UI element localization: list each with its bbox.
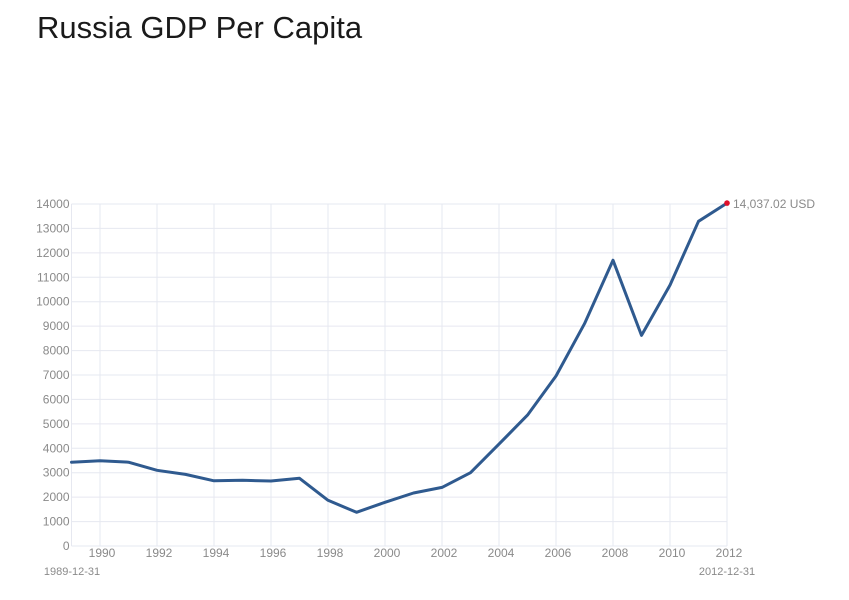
x-tick-label: 2002 — [431, 546, 458, 560]
y-tick-label: 2000 — [43, 490, 70, 504]
y-tick-label: 1000 — [43, 515, 70, 529]
x-axis-ticks: 1990 1992 1994 1996 1998 2000 2002 2004 2006 2008… — [89, 546, 743, 560]
x-tick-label: 2006 — [545, 546, 572, 560]
chart-title: Russia GDP Per Capita — [37, 10, 363, 45]
x-tick-label: 2000 — [374, 546, 401, 560]
y-tick-label: 9000 — [43, 319, 70, 333]
series-line — [70, 201, 729, 514]
y-tick-label: 11000 — [37, 270, 70, 284]
last-value-label: 14,037.02 USD — [733, 197, 815, 211]
y-tick-label: 7000 — [43, 368, 70, 382]
y-tick-label: 12000 — [36, 246, 70, 260]
y-tick-label: 6000 — [43, 392, 70, 406]
range-start-label: 1989-12-31 — [44, 566, 100, 578]
y-tick-label: 3000 — [43, 466, 70, 480]
series-layer — [70, 200, 730, 514]
x-tick-label: 2012 — [716, 546, 743, 560]
y-tick-label: 0 — [63, 539, 70, 553]
x-tick-label: 1990 — [89, 546, 116, 560]
x-tick-label: 2008 — [602, 546, 629, 560]
grid-lines — [71, 203, 728, 547]
y-tick-label: 5000 — [43, 417, 70, 431]
y-tick-label: 4000 — [43, 441, 70, 455]
x-tick-label: 1992 — [146, 546, 173, 560]
y-axis-ticks: 0 1000 2000 3000 4000 5000 6000 7000 8000 9000 100… — [36, 197, 70, 553]
y-tick-label: 8000 — [43, 344, 70, 358]
x-tick-label: 2004 — [488, 546, 515, 560]
x-tick-label: 1996 — [260, 546, 287, 560]
x-tick-label: 1998 — [317, 546, 344, 560]
range-end-label: 2012-12-31 — [699, 566, 755, 578]
x-tick-label: 2010 — [659, 546, 686, 560]
last-value-marker — [724, 200, 730, 206]
y-tick-label: 14000 — [36, 197, 70, 211]
y-tick-label: 10000 — [36, 295, 70, 309]
y-tick-label: 13000 — [36, 221, 70, 235]
x-tick-label: 1994 — [203, 546, 230, 560]
